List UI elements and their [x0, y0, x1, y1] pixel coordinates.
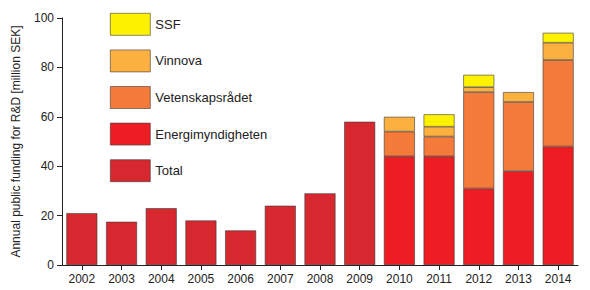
- svg-text:2012: 2012: [465, 272, 492, 286]
- svg-text:2010: 2010: [386, 272, 413, 286]
- svg-text:2005: 2005: [188, 272, 215, 286]
- svg-text:20: 20: [41, 209, 55, 223]
- svg-text:Total: Total: [155, 163, 183, 178]
- svg-text:Annual public funding for R&D: Annual public funding for R&D [million S…: [9, 25, 23, 257]
- svg-text:2011: 2011: [426, 272, 452, 286]
- svg-text:2004: 2004: [148, 272, 175, 286]
- svg-text:2014: 2014: [545, 272, 572, 286]
- svg-text:Energimyndigheten: Energimyndigheten: [155, 127, 267, 142]
- svg-text:40: 40: [41, 159, 55, 173]
- svg-text:2009: 2009: [346, 272, 373, 286]
- svg-text:2013: 2013: [505, 272, 532, 286]
- svg-text:Vinnova: Vinnova: [155, 53, 203, 68]
- svg-text:2008: 2008: [307, 272, 334, 286]
- svg-text:2007: 2007: [267, 272, 294, 286]
- svg-text:2003: 2003: [108, 272, 135, 286]
- svg-text:2006: 2006: [227, 272, 254, 286]
- svg-text:0: 0: [47, 258, 54, 272]
- svg-text:Vetenskapsrådet: Vetenskapsrådet: [155, 90, 252, 105]
- svg-text:60: 60: [41, 110, 55, 124]
- svg-text:SSF: SSF: [155, 17, 180, 32]
- svg-text:80: 80: [41, 60, 55, 74]
- svg-text:2002: 2002: [68, 272, 95, 286]
- svg-text:100: 100: [34, 11, 54, 25]
